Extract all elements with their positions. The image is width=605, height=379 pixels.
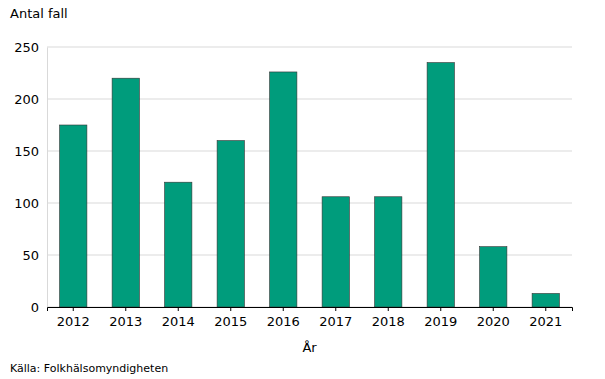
bar (165, 182, 192, 307)
plot: 0501001502002502012201320142015201620172… (14, 40, 572, 330)
x-tick-label: 2015 (214, 314, 247, 329)
grid (47, 47, 572, 307)
x-tick-mark (545, 307, 546, 311)
y-tick-label: 50 (22, 248, 39, 263)
x-tick-mark (335, 307, 336, 311)
x-tick-mark (125, 307, 126, 311)
y-axis-line (47, 48, 48, 308)
x-tick-mark (440, 307, 441, 311)
x-tick: 2018 (372, 307, 405, 329)
y-tick-label: 250 (14, 40, 39, 55)
x-tick: 2012 (57, 307, 90, 329)
bar (217, 141, 244, 307)
source: Källa: Folkhälsomyndigheten (10, 362, 168, 375)
x-tick-label: 2021 (529, 314, 562, 329)
bar (112, 78, 139, 307)
bars (60, 63, 560, 307)
x-tick-label: 2020 (477, 314, 510, 329)
y-tick: 150 (14, 144, 47, 159)
bar (322, 197, 349, 307)
bar (427, 63, 454, 307)
x-tick-label: 2017 (319, 314, 352, 329)
x-tick: 2014 (162, 307, 195, 329)
y-tick-label: 150 (14, 144, 39, 159)
x-axis: 2012 2013 2014 2015 2016 2017 2018 2019 2020 2021 (48, 307, 573, 329)
y-tick: 50 (22, 248, 47, 263)
y-tick: 250 (14, 40, 47, 55)
y-tick-label: 100 (14, 196, 39, 211)
x-tick-label: 2016 (267, 314, 300, 329)
x-tick-mark (230, 307, 231, 311)
x-tick: 2015 (214, 307, 247, 329)
x-tick: 2016 (267, 307, 300, 329)
bar (60, 125, 87, 307)
x-tick-mark (283, 307, 284, 311)
y-tick-label: 200 (14, 92, 39, 107)
chart: 0501001502002502012201320142015201620172… (0, 0, 605, 379)
x-tick-label: 2013 (109, 314, 142, 329)
x-tick-mark (388, 307, 389, 311)
x-tick-mark (178, 307, 179, 311)
x-tick-mark (493, 307, 494, 311)
y-tick: 0 (31, 300, 47, 315)
y-tick-label: 0 (31, 300, 39, 315)
y-tick: 100 (14, 196, 47, 211)
x-tick-mark (73, 307, 74, 311)
y-axis-title: Antal fall (10, 6, 68, 21)
x-tick-label: 2018 (372, 314, 405, 329)
x-tick: 2021 (529, 307, 562, 329)
x-tick: 2019 (424, 307, 457, 329)
bar (270, 72, 297, 307)
x-tick: 2013 (109, 307, 142, 329)
x-tick: 2017 (319, 307, 352, 329)
x-tick-label: 2019 (424, 314, 457, 329)
x-axis-title: År (302, 340, 317, 355)
y-tick: 200 (14, 92, 47, 107)
x-axis-line (48, 308, 573, 312)
bar (375, 197, 402, 307)
x-tick-label: 2012 (57, 314, 90, 329)
y-axis: 0 50 100 150 200 250 (14, 40, 47, 315)
grid-line (47, 47, 572, 48)
x-tick-label: 2014 (162, 314, 195, 329)
bar (532, 293, 559, 307)
x-tick: 2020 (477, 307, 510, 329)
bar (480, 247, 507, 307)
